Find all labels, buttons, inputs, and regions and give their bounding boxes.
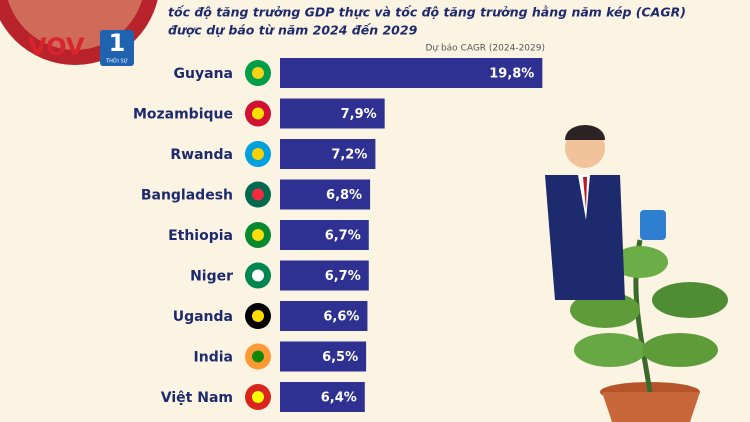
category-label: India xyxy=(194,350,233,366)
axis-label: Dự báo CAGR (2024-2029) xyxy=(425,44,545,54)
bar xyxy=(280,301,368,331)
flag-emblem xyxy=(252,350,264,363)
bar xyxy=(280,260,369,291)
value-label: 19,8% xyxy=(489,67,534,82)
category-label: Rwanda xyxy=(170,147,233,163)
category-label: Ethiopia xyxy=(168,228,233,244)
bar xyxy=(280,341,367,372)
category-label: Bangladesh xyxy=(141,188,233,204)
value-label: 6,4% xyxy=(321,391,357,406)
logo-tagline: THỜI SỰ xyxy=(105,58,128,65)
chart-subtitle: được dự báo từ năm 2024 đến 2029 xyxy=(168,23,418,38)
chart-title: tốc độ tăng trưởng GDP thực và tốc độ tă… xyxy=(168,5,686,20)
bar xyxy=(280,98,385,129)
category-label: Niger xyxy=(190,269,233,285)
flag-emblem xyxy=(252,67,264,79)
category-label: Việt Nam xyxy=(161,390,233,406)
value-label: 6,7% xyxy=(325,229,361,244)
category-label: Guyana xyxy=(174,66,233,82)
value-label: 6,6% xyxy=(323,310,359,325)
illustration xyxy=(545,125,728,422)
logo-box xyxy=(100,30,134,66)
logo-channel: 1 xyxy=(109,29,126,57)
category-label: Uganda xyxy=(173,309,233,325)
value-label: 6,5% xyxy=(322,350,358,365)
value-label: 7,2% xyxy=(331,148,367,163)
flag-emblem xyxy=(252,229,264,241)
bar xyxy=(280,220,369,250)
value-label: 6,7% xyxy=(325,269,361,284)
value-label: 7,9% xyxy=(341,107,377,122)
flag-emblem xyxy=(252,107,264,120)
bar xyxy=(280,58,543,88)
flag-emblem xyxy=(252,391,264,403)
flag-emblem xyxy=(252,310,264,322)
bar xyxy=(280,382,365,412)
bar xyxy=(280,179,371,210)
bar xyxy=(280,139,376,169)
flag-emblem xyxy=(252,188,264,201)
flag-emblem xyxy=(252,148,264,160)
flag-emblem xyxy=(252,269,264,282)
value-label: 6,8% xyxy=(326,188,362,203)
logo-brand: VOV xyxy=(28,33,85,61)
category-label: Mozambique xyxy=(133,107,233,123)
